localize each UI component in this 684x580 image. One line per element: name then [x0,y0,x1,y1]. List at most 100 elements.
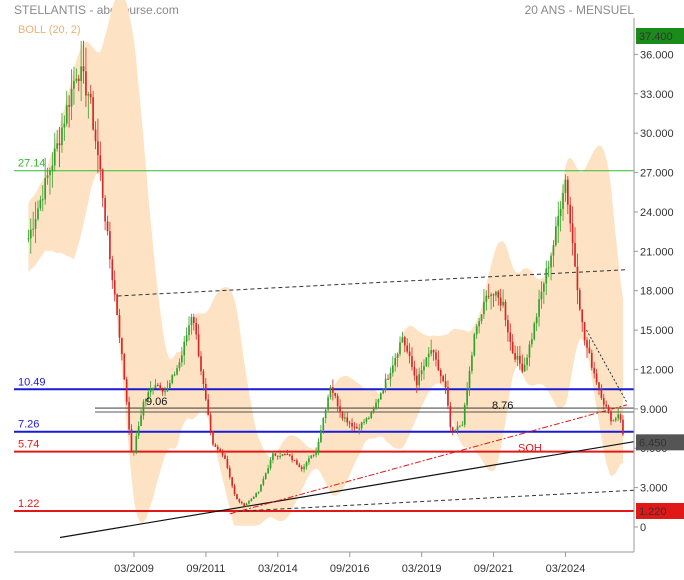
candle-body [593,367,596,374]
candle-body [207,399,210,415]
candle-body [298,464,301,468]
candle-body [346,417,349,423]
level-label-1: 10.49 [18,376,46,388]
candle-body [576,266,579,291]
candle-body [180,355,183,363]
y-tick-label-4: 24.000 [640,207,674,219]
candle-body [600,388,603,399]
candle-body [255,493,257,497]
candle-body [562,192,564,209]
candle-body [375,402,377,408]
candle-body [315,450,317,455]
candle-body [245,503,248,507]
candle-body [617,414,620,419]
candle-body [169,383,171,389]
candle-body [154,384,157,389]
candle-body [360,422,363,429]
candle-body [92,97,94,130]
candle-body [423,366,425,371]
candle-body [356,426,358,429]
candle-body [552,245,555,256]
candle-body [495,291,497,296]
candle-body [291,455,293,461]
candle-body [293,460,296,462]
candle-body [367,418,370,420]
candle-body [233,485,236,495]
candle-body [581,309,584,323]
candle-body [614,418,617,421]
candle-body [296,460,298,465]
candle-body [118,315,121,338]
candle-body [250,498,253,502]
candle-body [358,428,361,430]
candle-body [605,404,608,407]
candle-body [622,419,624,435]
candle-body [408,351,411,357]
candle-body [56,143,58,149]
candle-body [240,501,243,504]
candle-body [80,66,82,82]
short-term-resistance-line [586,329,628,403]
candle-body [171,375,174,384]
candle-body [461,424,464,426]
candle-body [564,179,567,193]
candle-body [216,446,219,450]
candle-body [336,395,339,407]
candle-body [602,398,605,405]
annotation-9-06: 9.06 [146,396,167,408]
candle-body [228,467,231,478]
candle-body [188,325,190,336]
candle-body [586,340,588,348]
candle-body [447,387,449,406]
candle-body [63,123,66,128]
candle-body [406,345,409,352]
candle-body [145,398,147,402]
candle-body [113,280,116,295]
candle-body [545,268,548,284]
level-label-3: 5.74 [18,439,39,451]
candle-body [68,105,70,107]
candle-body [197,334,200,357]
candle-body [514,353,516,360]
candle-body [111,259,114,281]
candle-body [176,368,178,375]
candle-body [456,426,459,431]
candle-body [195,322,198,335]
candle-body [192,316,195,323]
candle-body [341,412,344,419]
candle-body [190,316,193,326]
candle-body [595,373,598,383]
candle-body [159,385,162,390]
candle-body [322,418,325,431]
candle-body [439,370,442,377]
candle-body [39,199,42,209]
candle-body [382,389,385,394]
candle-body [588,347,591,353]
candle-body [332,387,334,393]
candle-body [442,376,444,382]
candle-body [121,337,123,355]
y-tick-label-0: 36.000 [640,49,674,61]
candle-body [99,155,102,170]
candle-body [610,411,612,422]
candle-body [267,468,269,474]
candle-body [538,299,540,317]
candle-body [46,175,49,179]
y-tick-label-11: 3.000 [640,483,668,495]
candle-body [219,449,222,452]
candle-body [161,389,164,392]
candle-body [497,291,500,298]
chart-title: STELLANTIS - abcbourse.com [14,3,179,17]
candle-body [281,454,284,457]
candle-body [547,267,550,269]
candle-body [425,357,428,367]
candle-body [384,378,387,390]
candle-body [413,367,416,376]
candle-body [478,321,480,327]
candle-body [523,364,526,372]
candle-body [44,178,47,200]
y-tick-label-6: 18.000 [640,286,674,298]
y-tick-label-8: 12.000 [640,364,674,376]
candle-body [123,354,126,380]
